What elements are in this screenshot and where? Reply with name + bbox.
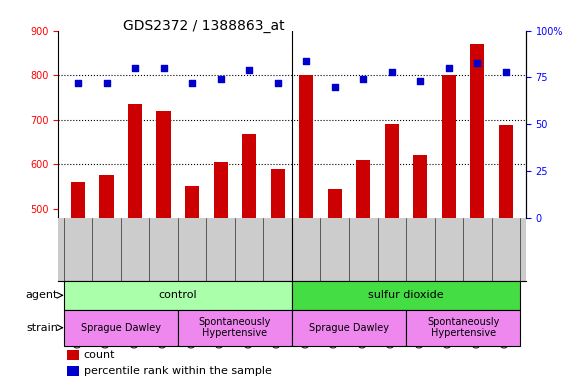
Point [188,80,197,86]
Bar [442,75,456,384]
Point [415,78,425,84]
Bar [178,310,292,346]
Text: count: count [84,350,115,360]
Text: Sprague Dawley: Sprague Dawley [309,323,389,333]
Point [102,80,111,86]
Bar [299,75,313,384]
Point [330,84,339,90]
Bar [292,281,520,310]
Bar [292,310,406,346]
Point [501,69,511,75]
Bar [271,169,285,384]
Bar [356,160,370,384]
Bar [128,104,142,384]
Text: control: control [159,290,197,300]
Bar [214,162,228,384]
Text: strain: strain [26,323,58,333]
Text: Spontaneously
Hypertensive: Spontaneously Hypertensive [427,317,499,338]
Text: sulfur dioxide: sulfur dioxide [368,290,444,300]
Point [444,65,453,71]
Bar [67,350,79,360]
Bar [67,366,79,376]
Point [302,58,311,64]
Point [387,69,396,75]
Text: percentile rank within the sample: percentile rank within the sample [84,366,272,376]
Point [245,67,254,73]
Point [216,76,225,83]
Text: Spontaneously
Hypertensive: Spontaneously Hypertensive [199,317,271,338]
Point [358,76,368,83]
Bar [328,189,342,384]
Text: agent: agent [26,290,58,300]
Point [273,80,282,86]
Bar [413,156,428,384]
Bar [406,310,520,346]
Point [131,65,140,71]
Point [73,80,83,86]
Bar [156,111,171,384]
Bar [470,44,485,384]
Bar [64,281,292,310]
Bar [64,310,178,346]
Bar [385,124,399,384]
Bar [498,125,513,384]
Bar [99,175,114,384]
Point [473,60,482,66]
Bar [242,134,256,384]
Bar [71,182,85,384]
Point [159,65,168,71]
Bar [185,185,199,384]
Text: Sprague Dawley: Sprague Dawley [81,323,161,333]
Text: GDS2372 / 1388863_at: GDS2372 / 1388863_at [123,19,284,33]
